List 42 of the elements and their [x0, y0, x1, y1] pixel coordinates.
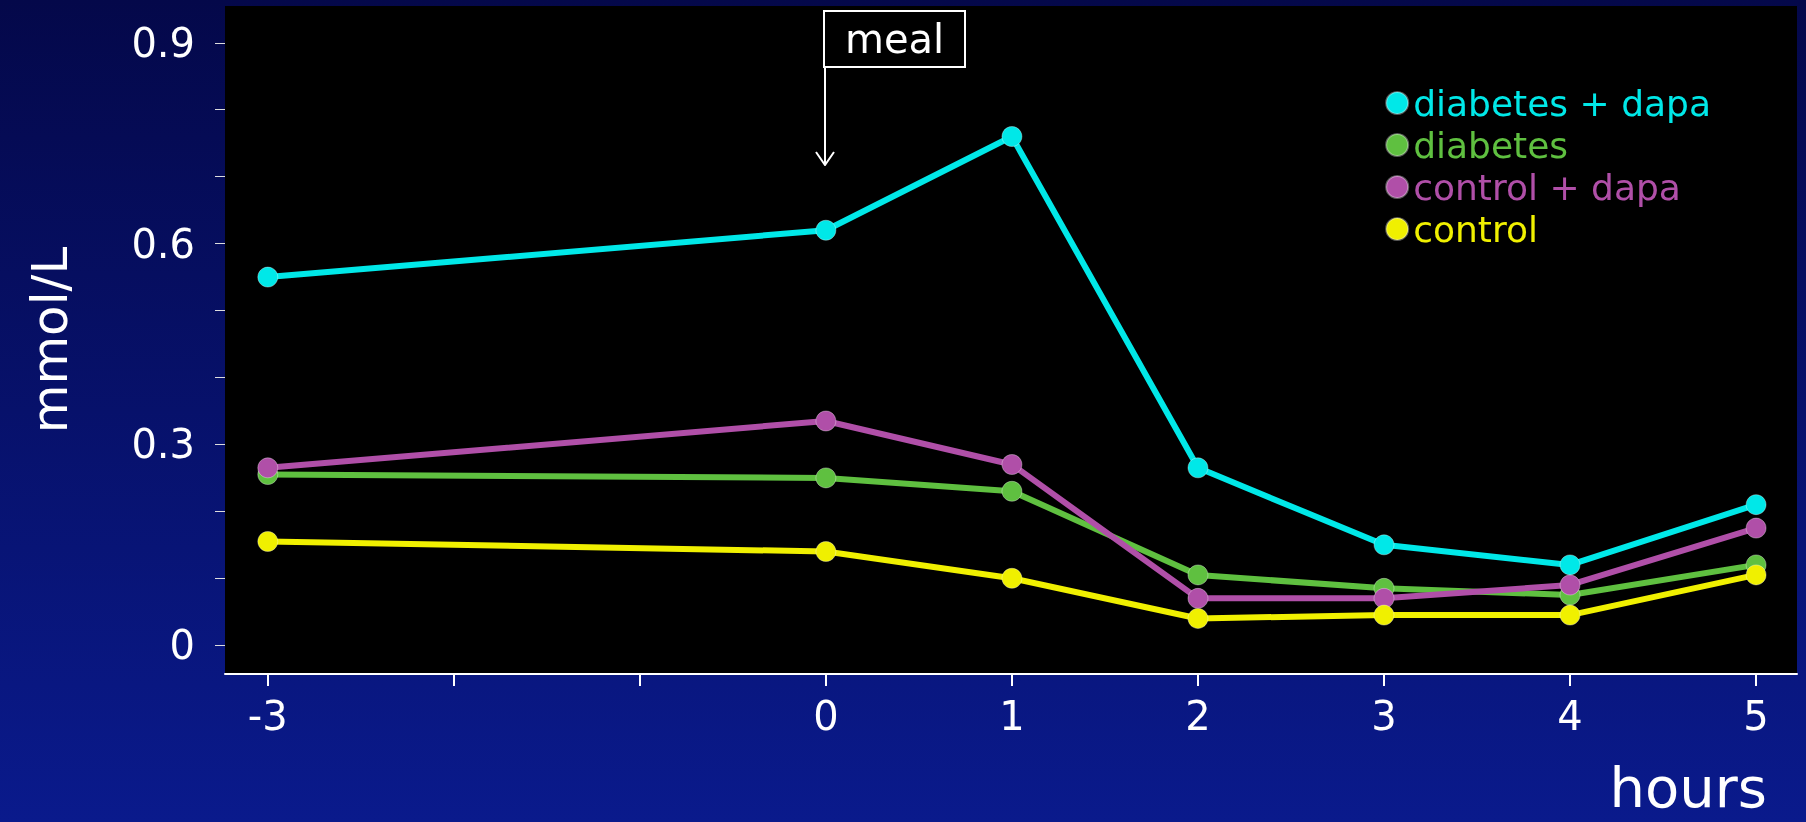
point	[1559, 574, 1581, 596]
point	[1001, 567, 1023, 589]
point	[1745, 564, 1767, 586]
x-tick-label: 5	[1743, 693, 1769, 739]
point	[257, 266, 279, 288]
point	[1559, 604, 1581, 626]
legend-label: control + dapa	[1413, 166, 1681, 208]
x-tick-label: 2	[1185, 693, 1211, 739]
x-axis-title: hours	[1609, 754, 1767, 820]
x-tick-label: 0	[813, 693, 839, 739]
y-tick-label: 0.3	[131, 421, 195, 468]
point	[257, 530, 279, 552]
point	[1745, 517, 1767, 539]
y-tick-label: 0.6	[131, 220, 195, 267]
x-tick-label: 1	[999, 693, 1025, 739]
point	[815, 410, 837, 432]
point	[1373, 587, 1395, 609]
point	[815, 541, 837, 563]
point	[1187, 587, 1209, 609]
point	[1187, 457, 1209, 479]
y-axis-title: mmol/L	[21, 246, 79, 434]
x-tick-label: -3	[247, 693, 288, 739]
point	[1745, 494, 1767, 516]
point	[1001, 480, 1023, 502]
point	[1001, 126, 1023, 148]
x-tick-label: 3	[1371, 693, 1397, 739]
legend-label: diabetes	[1413, 124, 1569, 166]
point	[1373, 604, 1395, 626]
annotation: meal	[823, 10, 967, 68]
legend-label: diabetes + dapa	[1413, 82, 1711, 124]
point	[1373, 534, 1395, 556]
x-tick-label: 4	[1557, 693, 1583, 739]
y-tick-label: 0.9	[131, 19, 195, 66]
point	[815, 467, 837, 489]
point	[815, 219, 837, 241]
point	[257, 457, 279, 479]
legend-label: control	[1413, 208, 1538, 250]
point	[1559, 554, 1581, 576]
y-tick-label: 0	[169, 622, 195, 669]
point	[1001, 454, 1023, 475]
point	[1187, 564, 1209, 586]
point	[1187, 607, 1209, 629]
